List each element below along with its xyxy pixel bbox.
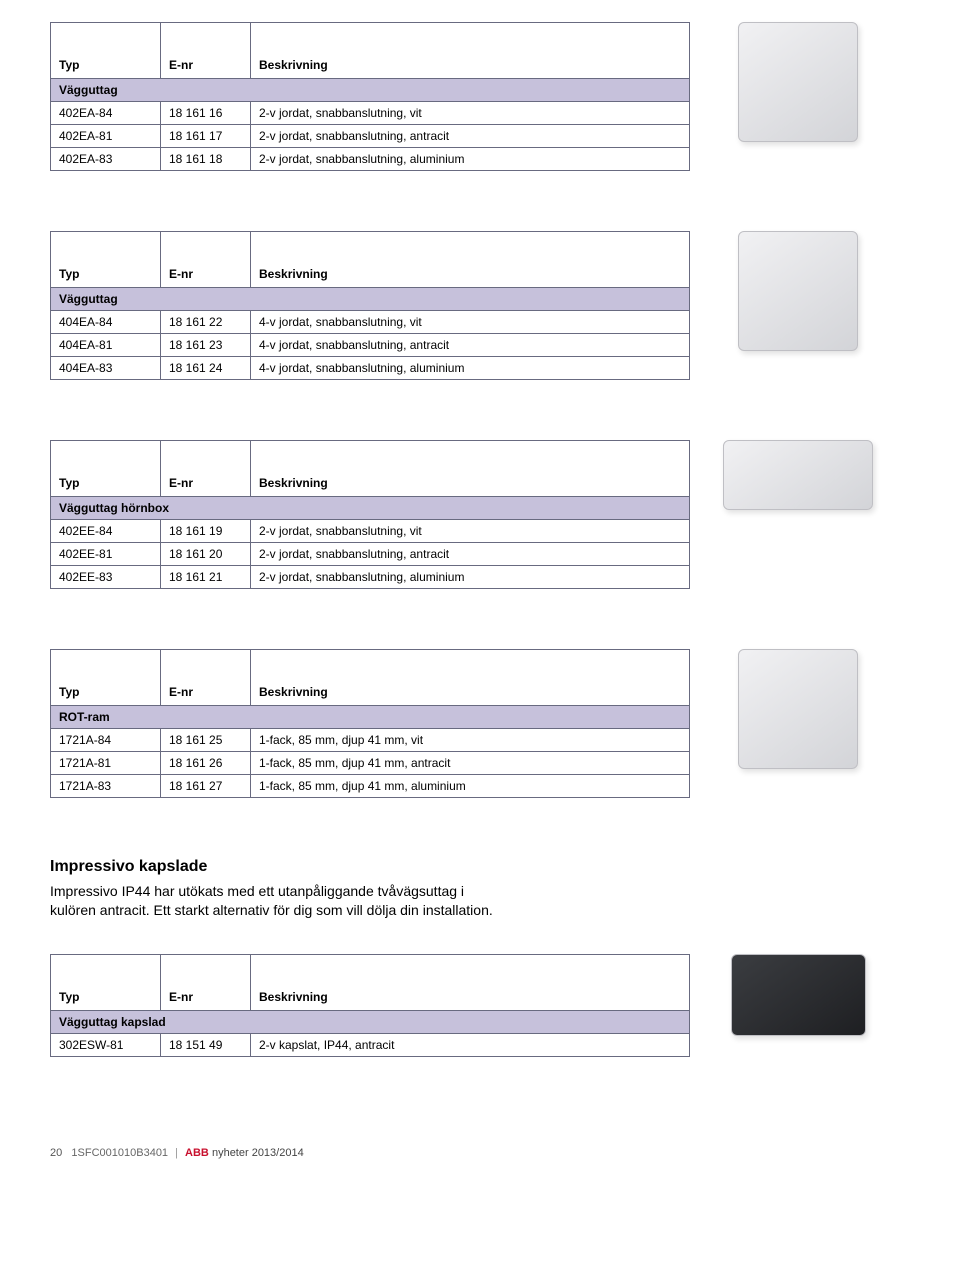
cell-desc: 4-v jordat, snabbanslutning, aluminium — [251, 357, 690, 380]
table-vagguttag-4v: Typ E-nr Beskrivning Vägguttag 404EA-84 … — [50, 231, 690, 380]
th-enr: E-nr — [161, 232, 251, 288]
table-vagguttag-hornbox: Typ E-nr Beskrivning Vägguttag hörnbox 4… — [50, 440, 690, 589]
cell-typ: 402EA-81 — [51, 125, 161, 148]
th-typ: Typ — [51, 232, 161, 288]
cell-desc: 2-v kapslat, IP44, antracit — [251, 1033, 690, 1056]
table-row: 1721A-83 18 161 27 1-fack, 85 mm, djup 4… — [51, 775, 690, 798]
cell-enr: 18 161 25 — [161, 729, 251, 752]
section-paragraph: Impressivo IP44 har utökats med ett utan… — [50, 882, 510, 920]
cell-enr: 18 151 49 — [161, 1033, 251, 1056]
cell-enr: 18 161 26 — [161, 752, 251, 775]
section-label: Vägguttag kapslad — [51, 1010, 690, 1033]
table-row: 402EA-83 18 161 18 2-v jordat, snabbansl… — [51, 148, 690, 171]
cell-enr: 18 161 21 — [161, 566, 251, 589]
table-row: 404EA-83 18 161 24 4-v jordat, snabbansl… — [51, 357, 690, 380]
cell-enr: 18 161 18 — [161, 148, 251, 171]
section-label: Vägguttag — [51, 79, 690, 102]
footer-doc-id: 1SFC001010B3401 — [71, 1147, 168, 1159]
footer-separator: | — [175, 1147, 178, 1159]
cell-desc: 1-fack, 85 mm, djup 41 mm, aluminium — [251, 775, 690, 798]
cell-enr: 18 161 27 — [161, 775, 251, 798]
footer-rest: nyheter 2013/2014 — [212, 1147, 304, 1159]
th-typ: Typ — [51, 954, 161, 1010]
page-footer: 20 1SFC001010B3401 | ABB nyheter 2013/20… — [0, 1147, 960, 1159]
cell-desc: 2-v jordat, snabbanslutning, vit — [251, 102, 690, 125]
th-typ: Typ — [51, 441, 161, 497]
cell-enr: 18 161 20 — [161, 543, 251, 566]
table-row: 404EA-81 18 161 23 4-v jordat, snabbansl… — [51, 334, 690, 357]
th-desc: Beskrivning — [251, 954, 690, 1010]
footer-brand: ABB — [185, 1147, 209, 1159]
cell-typ: 302ESW-81 — [51, 1033, 161, 1056]
cell-typ: 1721A-83 — [51, 775, 161, 798]
cell-desc: 4-v jordat, snabbanslutning, antracit — [251, 334, 690, 357]
table-vagguttag-2v: Typ E-nr Beskrivning Vägguttag 402EA-84 … — [50, 22, 690, 171]
cell-enr: 18 161 23 — [161, 334, 251, 357]
th-desc: Beskrivning — [251, 441, 690, 497]
table-row: 302ESW-81 18 151 49 2-v kapslat, IP44, a… — [51, 1033, 690, 1056]
footer-page-number: 20 — [50, 1147, 62, 1159]
th-enr: E-nr — [161, 23, 251, 79]
cell-typ: 402EE-83 — [51, 566, 161, 589]
table-row: 402EA-84 18 161 16 2-v jordat, snabbansl… — [51, 102, 690, 125]
cell-typ: 402EA-84 — [51, 102, 161, 125]
cell-typ: 1721A-81 — [51, 752, 161, 775]
product-image-cornerbox — [723, 440, 873, 510]
th-enr: E-nr — [161, 954, 251, 1010]
cell-desc: 2-v jordat, snabbanslutning, antracit — [251, 125, 690, 148]
cell-enr: 18 161 17 — [161, 125, 251, 148]
table-row: 1721A-81 18 161 26 1-fack, 85 mm, djup 4… — [51, 752, 690, 775]
cell-typ: 404EA-83 — [51, 357, 161, 380]
cell-typ: 402EA-83 — [51, 148, 161, 171]
table-row: 402EA-81 18 161 17 2-v jordat, snabbansl… — [51, 125, 690, 148]
table-row: 1721A-84 18 161 25 1-fack, 85 mm, djup 4… — [51, 729, 690, 752]
th-enr: E-nr — [161, 441, 251, 497]
section-label: Vägguttag hörnbox — [51, 497, 690, 520]
cell-desc: 1-fack, 85 mm, djup 41 mm, vit — [251, 729, 690, 752]
table-vagguttag-kapslad: Typ E-nr Beskrivning Vägguttag kapslad 3… — [50, 954, 690, 1057]
cell-typ: 404EA-84 — [51, 311, 161, 334]
th-typ: Typ — [51, 650, 161, 706]
cell-desc: 1-fack, 85 mm, djup 41 mm, antracit — [251, 752, 690, 775]
product-image-quad-socket — [738, 231, 858, 351]
section-label: ROT-ram — [51, 706, 690, 729]
th-desc: Beskrivning — [251, 23, 690, 79]
table-row: 402EE-83 18 161 21 2-v jordat, snabbansl… — [51, 566, 690, 589]
product-image-rot-ram — [738, 649, 858, 769]
cell-typ: 402EE-84 — [51, 520, 161, 543]
table-row: 402EE-81 18 161 20 2-v jordat, snabbansl… — [51, 543, 690, 566]
cell-enr: 18 161 22 — [161, 311, 251, 334]
cell-desc: 2-v jordat, snabbanslutning, antracit — [251, 543, 690, 566]
product-image-kapslad-antracit — [731, 954, 866, 1036]
section-label: Vägguttag — [51, 288, 690, 311]
cell-desc: 2-v jordat, snabbanslutning, vit — [251, 520, 690, 543]
th-desc: Beskrivning — [251, 650, 690, 706]
section-title: Impressivo kapslade — [50, 858, 510, 876]
table-row: 402EE-84 18 161 19 2-v jordat, snabbansl… — [51, 520, 690, 543]
cell-enr: 18 161 16 — [161, 102, 251, 125]
cell-enr: 18 161 24 — [161, 357, 251, 380]
cell-enr: 18 161 19 — [161, 520, 251, 543]
table-row: 404EA-84 18 161 22 4-v jordat, snabbansl… — [51, 311, 690, 334]
cell-typ: 1721A-84 — [51, 729, 161, 752]
th-typ: Typ — [51, 23, 161, 79]
cell-desc: 2-v jordat, snabbanslutning, aluminium — [251, 566, 690, 589]
table-rot-ram: Typ E-nr Beskrivning ROT-ram 1721A-84 18… — [50, 649, 690, 798]
cell-typ: 404EA-81 — [51, 334, 161, 357]
cell-desc: 4-v jordat, snabbanslutning, vit — [251, 311, 690, 334]
th-desc: Beskrivning — [251, 232, 690, 288]
section-impressivo-kapslade: Impressivo kapslade Impressivo IP44 har … — [50, 858, 510, 920]
cell-desc: 2-v jordat, snabbanslutning, aluminium — [251, 148, 690, 171]
cell-typ: 402EE-81 — [51, 543, 161, 566]
th-enr: E-nr — [161, 650, 251, 706]
product-image-double-socket — [738, 22, 858, 142]
